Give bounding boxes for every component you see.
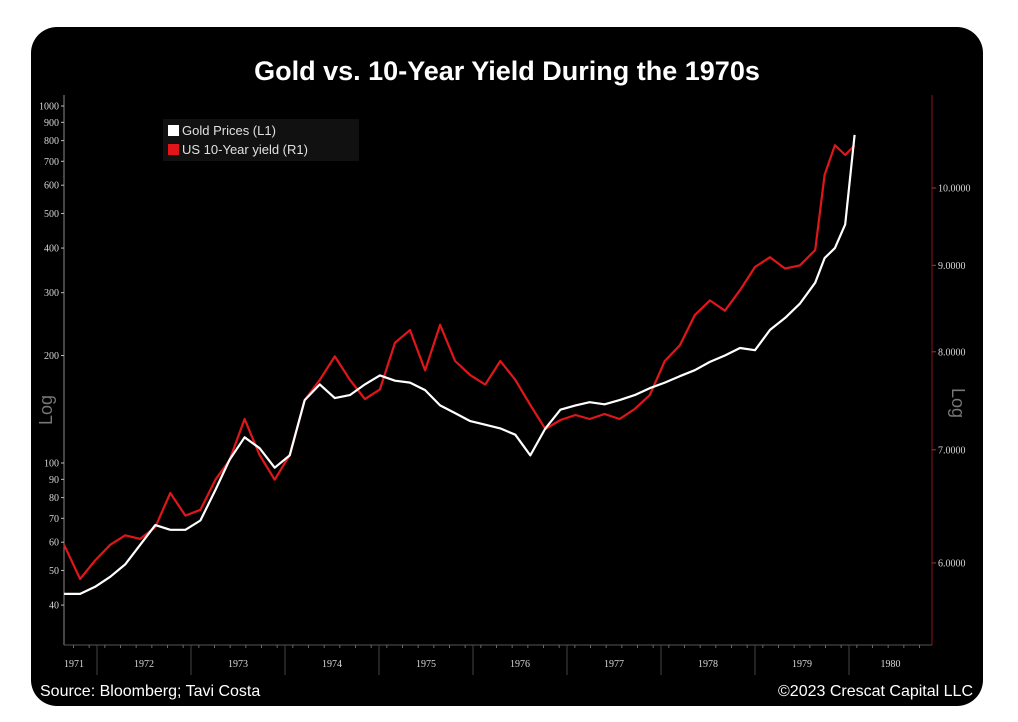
plot-area: 40 50 60 70 80 90 100 200 300 400 500 600 700 800 900 1… [39,95,971,675]
x-tick-label: 1977 [604,659,624,670]
x-tick-label: 1979 [792,659,812,670]
right-tick-label: 7.0000 [938,445,966,456]
left-tick-label: 1000 [39,102,59,113]
left-tick-label: 80 [49,493,59,504]
x-tick-label: 1975 [416,659,436,670]
x-tick-label: 1980 [881,659,901,670]
chart-title: Gold vs. 10-Year Yield During the 1970s [254,56,760,86]
left-tick-label: 400 [44,244,59,255]
x-tick-label: 1978 [698,659,718,670]
right-axis-label: Log [948,388,968,418]
left-tick-label: 40 [49,601,59,612]
legend-label-yield: US 10-Year yield (R1) [182,142,308,157]
left-tick-label: 800 [44,136,59,147]
x-tick-label: 1972 [134,659,154,670]
left-tick-label: 90 [49,475,59,486]
left-tick-label: 300 [44,288,59,299]
copyright-note: ©2023 Crescat Capital LLC [778,683,973,700]
legend-swatch-yield [168,144,179,155]
left-tick-label: 600 [44,181,59,192]
left-tick-label: 500 [44,209,59,220]
right-tick-label: 6.0000 [938,558,966,569]
source-note: Source: Bloomberg; Tavi Costa [40,683,260,700]
left-tick-label: 200 [44,351,59,362]
legend-box [163,119,359,161]
yield-line [63,144,856,581]
left-tick-label: 70 [49,514,59,525]
x-tick-label: 1971 [64,659,84,670]
right-tick-label: 8.0000 [938,347,966,358]
x-tick-label: 1973 [228,659,248,670]
x-tick-label: 1976 [510,659,530,670]
left-tick-label: 700 [44,157,59,168]
x-tick-label: 1974 [322,659,342,670]
gold-price-line [64,134,856,596]
left-axis-label: Log [36,395,56,425]
left-tick-label: 900 [44,118,59,129]
legend: Gold Prices (L1) US 10-Year yield (R1) [163,119,359,161]
left-tick-label: 60 [49,538,59,549]
legend-swatch-gold [168,125,179,136]
left-tick-label: 50 [49,566,59,577]
legend-label-gold: Gold Prices (L1) [182,123,276,138]
right-tick-label: 9.0000 [938,261,966,272]
right-tick-label: 10.0000 [938,184,971,195]
left-tick-label: 100 [44,459,59,470]
